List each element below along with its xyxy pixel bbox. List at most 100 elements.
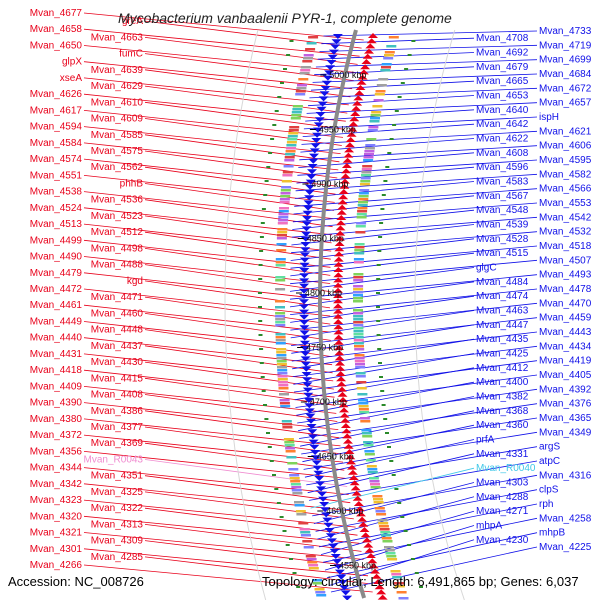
forward-gene-arrow xyxy=(332,559,343,565)
forward-gene-arrow xyxy=(321,80,332,86)
inner-cog-track-segment xyxy=(353,261,364,264)
right-label-connector xyxy=(329,539,475,586)
forward-gene-arrow xyxy=(317,491,328,497)
outer-cog-track-segment xyxy=(284,159,295,162)
left-label-connector xyxy=(144,296,331,325)
inner-cog-track-segment xyxy=(359,417,370,420)
reverse-gene-arrow xyxy=(354,90,365,96)
left-gene-label: Mvan_4386 xyxy=(91,406,144,417)
left-gene-label: Mvan_4377 xyxy=(91,422,144,433)
inner-cog-track-segment xyxy=(364,453,375,456)
left-gene-label: Mvan_4372 xyxy=(30,430,83,441)
forward-gene-arrow xyxy=(311,460,322,466)
reverse-gene-arrow xyxy=(346,459,357,465)
kbp-label: 4750 kbp xyxy=(306,343,343,353)
right-gene-label: Mvan_4566 xyxy=(539,184,592,195)
outer-cog-track-segment xyxy=(285,150,296,153)
reverse-gene-arrow xyxy=(340,178,350,184)
right-gene-label: Mvan_4608 xyxy=(476,148,529,159)
left-gene-label: Mvan_4313 xyxy=(91,519,144,530)
gc-track-left-dot xyxy=(383,418,388,420)
left-label-connector xyxy=(83,532,364,560)
inner-cog-track-segment xyxy=(353,288,364,291)
reverse-gene-arrow xyxy=(373,579,384,584)
gc-track-right-dot xyxy=(270,138,275,140)
inner-cog-track-segment xyxy=(378,525,389,528)
left-label-connector xyxy=(83,12,364,41)
left-label-connector xyxy=(144,442,345,471)
forward-gene-arrow xyxy=(301,366,312,372)
outer-cog-track-segment xyxy=(277,369,288,372)
reverse-gene-arrow xyxy=(333,267,344,272)
forward-gene-arrow xyxy=(325,65,336,71)
left-gene-label: Mvan_4320 xyxy=(30,511,83,522)
inner-cog-track-segment xyxy=(380,531,391,534)
inner-cog-track-segment xyxy=(365,144,376,147)
right-gene-label: Mvan_4360 xyxy=(476,420,529,431)
outer-cog-track-segment xyxy=(277,231,288,234)
forward-gene-arrow xyxy=(307,169,317,175)
forward-gene-arrow xyxy=(314,117,325,123)
right-label-connector xyxy=(290,259,538,285)
left-gene-label: Mvan_4584 xyxy=(30,138,83,149)
right-gene-label: Mvan_4622 xyxy=(476,134,529,145)
gc-track-right-dot xyxy=(261,390,266,392)
forward-gene-arrow xyxy=(299,294,309,299)
inner-cog-track-segment xyxy=(354,360,365,363)
outer-cog-track-segment xyxy=(305,48,316,51)
right-label-connector xyxy=(290,288,538,315)
reverse-gene-arrow xyxy=(365,553,376,558)
gc-track-right-dot xyxy=(269,460,274,462)
gc-track-right-dot xyxy=(258,278,263,280)
forward-gene-arrow xyxy=(324,70,335,76)
reverse-gene-arrow xyxy=(334,355,345,361)
backbone-line xyxy=(318,29,367,599)
right-gene-label: mhpB xyxy=(539,528,565,539)
left-gene-label: Mvan_4471 xyxy=(91,292,144,303)
right-gene-label: argS xyxy=(539,442,560,453)
inner-cog-track-segment xyxy=(354,357,365,360)
right-label-connector xyxy=(301,130,538,145)
inner-cog-track-segment xyxy=(363,441,374,444)
forward-gene-arrow xyxy=(311,138,322,143)
left-label-connector xyxy=(83,369,335,398)
right-gene-label: Mvan_4653 xyxy=(476,91,529,102)
gc-track-right-dot xyxy=(268,152,273,154)
inner-cog-track-segment xyxy=(392,576,403,579)
right-gene-label: Mvan_4733 xyxy=(539,26,592,37)
outer-cog-track-segment xyxy=(312,579,322,582)
forward-gene-arrow xyxy=(307,164,318,169)
reverse-gene-arrow xyxy=(356,79,367,85)
gc-track-left-dot xyxy=(400,82,405,84)
gc-track-left-dot xyxy=(378,362,382,364)
inner-cog-track-segment xyxy=(362,435,373,438)
left-label-connector xyxy=(83,28,360,57)
right-gene-label: Mvan_4542 xyxy=(539,212,592,223)
left-gene-label: Mvan_4369 xyxy=(91,438,144,449)
forward-gene-arrow xyxy=(330,554,341,559)
reverse-gene-arrow xyxy=(368,33,378,38)
outer-cog-track-segment xyxy=(276,237,287,240)
inner-cog-track-segment xyxy=(358,402,369,405)
inner-cog-track-segment xyxy=(353,309,363,312)
right-label-connector xyxy=(307,95,475,107)
forward-gene-arrow xyxy=(320,86,331,91)
reverse-gene-arrow xyxy=(343,443,354,449)
kbp-label: 4600 kbp xyxy=(326,506,363,516)
reverse-gene-arrow xyxy=(345,137,356,142)
reverse-gene-arrow xyxy=(350,485,361,491)
forward-gene-arrow xyxy=(299,278,310,284)
right-label-connector xyxy=(290,302,538,331)
left-label-connector xyxy=(83,158,337,187)
reverse-gene-arrow xyxy=(346,131,357,137)
right-gene-label: Mvan_4679 xyxy=(476,62,529,73)
inner-cog-track-segment xyxy=(353,336,364,339)
reverse-gene-arrow xyxy=(340,423,351,428)
outer-cog-track-segment xyxy=(295,90,306,93)
forward-gene-arrow xyxy=(310,450,321,455)
outer-cog-track-segment xyxy=(291,114,302,117)
gc-track-right-dot xyxy=(259,348,264,350)
reverse-gene-arrow xyxy=(353,95,364,101)
inner-cog-track-segment xyxy=(361,171,372,174)
left-gene-label: Mvan_4461 xyxy=(30,300,83,311)
